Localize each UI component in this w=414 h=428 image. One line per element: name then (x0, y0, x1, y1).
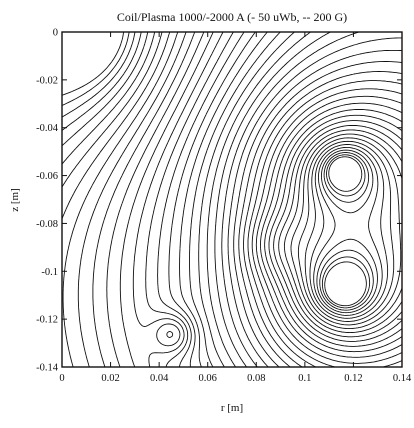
contour-line (77, 32, 187, 367)
contour-line (251, 88, 402, 367)
x-axis-label: r [m] (221, 402, 243, 414)
contour-line (243, 71, 402, 367)
y-tick-label: -0.06 (36, 171, 58, 182)
x-tick-label: 0.08 (247, 373, 265, 384)
y-axis-label: z [m] (9, 188, 21, 212)
contour-line (324, 156, 367, 307)
contour-line (62, 32, 179, 367)
contour-line (106, 32, 205, 367)
x-tick-label: 0.12 (344, 373, 362, 384)
contour-line (268, 114, 402, 347)
contour-line (233, 49, 402, 367)
contour-line (92, 32, 196, 367)
contour-line (227, 37, 402, 367)
contour-line (119, 32, 214, 367)
contour-line (145, 32, 234, 367)
contour-line (283, 129, 402, 334)
contour-line (157, 32, 245, 367)
y-axis: 0 -0.02 -0.04 -0.06 -0.08 -0.1 -0.12 -0.14 (36, 28, 402, 374)
contour-line (206, 32, 311, 367)
contour-line (319, 152, 374, 311)
y-tick-label: -0.1 (41, 267, 58, 278)
y-tick-label: -0.02 (36, 75, 58, 86)
contour-line (297, 137, 402, 326)
x-tick-label: 0.02 (101, 373, 119, 384)
contour-line (62, 32, 125, 96)
contour-line (62, 32, 163, 188)
y-tick-label: -0.08 (36, 219, 58, 230)
contour-lines (62, 32, 402, 367)
contour-line (238, 61, 402, 367)
contour-line (273, 120, 402, 342)
contour-line (247, 80, 402, 367)
contour-line (189, 32, 281, 367)
x-tick-label: 0.1 (298, 373, 311, 384)
contour-line (290, 133, 402, 330)
contour-line (321, 154, 371, 309)
y-tick-label: -0.14 (36, 363, 59, 374)
contour-line (309, 144, 389, 319)
contour-line (179, 32, 268, 367)
x-tick-label: 0.06 (199, 373, 217, 384)
contour-line (62, 32, 156, 165)
y-tick-label: -0.12 (36, 315, 58, 326)
x-tick-label: 0.14 (393, 373, 412, 384)
contour-line (304, 140, 395, 322)
contour-line (62, 32, 130, 106)
contour-line (214, 32, 331, 367)
contour-line (62, 32, 142, 131)
y-tick-label: -0.04 (36, 123, 59, 134)
chart-title: Coil/Plasma 1000/-2000 A (- 50 uWb, -- 2… (117, 10, 347, 24)
plot-frame (61, 31, 403, 368)
y-tick-label: 0 (53, 28, 58, 39)
contour-line (316, 149, 378, 314)
contour-line (62, 32, 171, 220)
x-tick-label: 0.04 (150, 373, 169, 384)
contour-line (132, 32, 224, 367)
contour-line (198, 32, 295, 367)
contour-line (62, 32, 149, 147)
contour-line (278, 124, 402, 338)
contour-line (255, 95, 402, 364)
x-axis: 0 0.02 0.04 0.06 0.08 0.1 0.12 0.14 (59, 32, 412, 384)
contour-line (313, 146, 383, 316)
contour-line (168, 32, 256, 367)
x-tick-label: 0 (59, 373, 64, 384)
contour-line (260, 102, 402, 358)
contour-line (62, 32, 136, 118)
